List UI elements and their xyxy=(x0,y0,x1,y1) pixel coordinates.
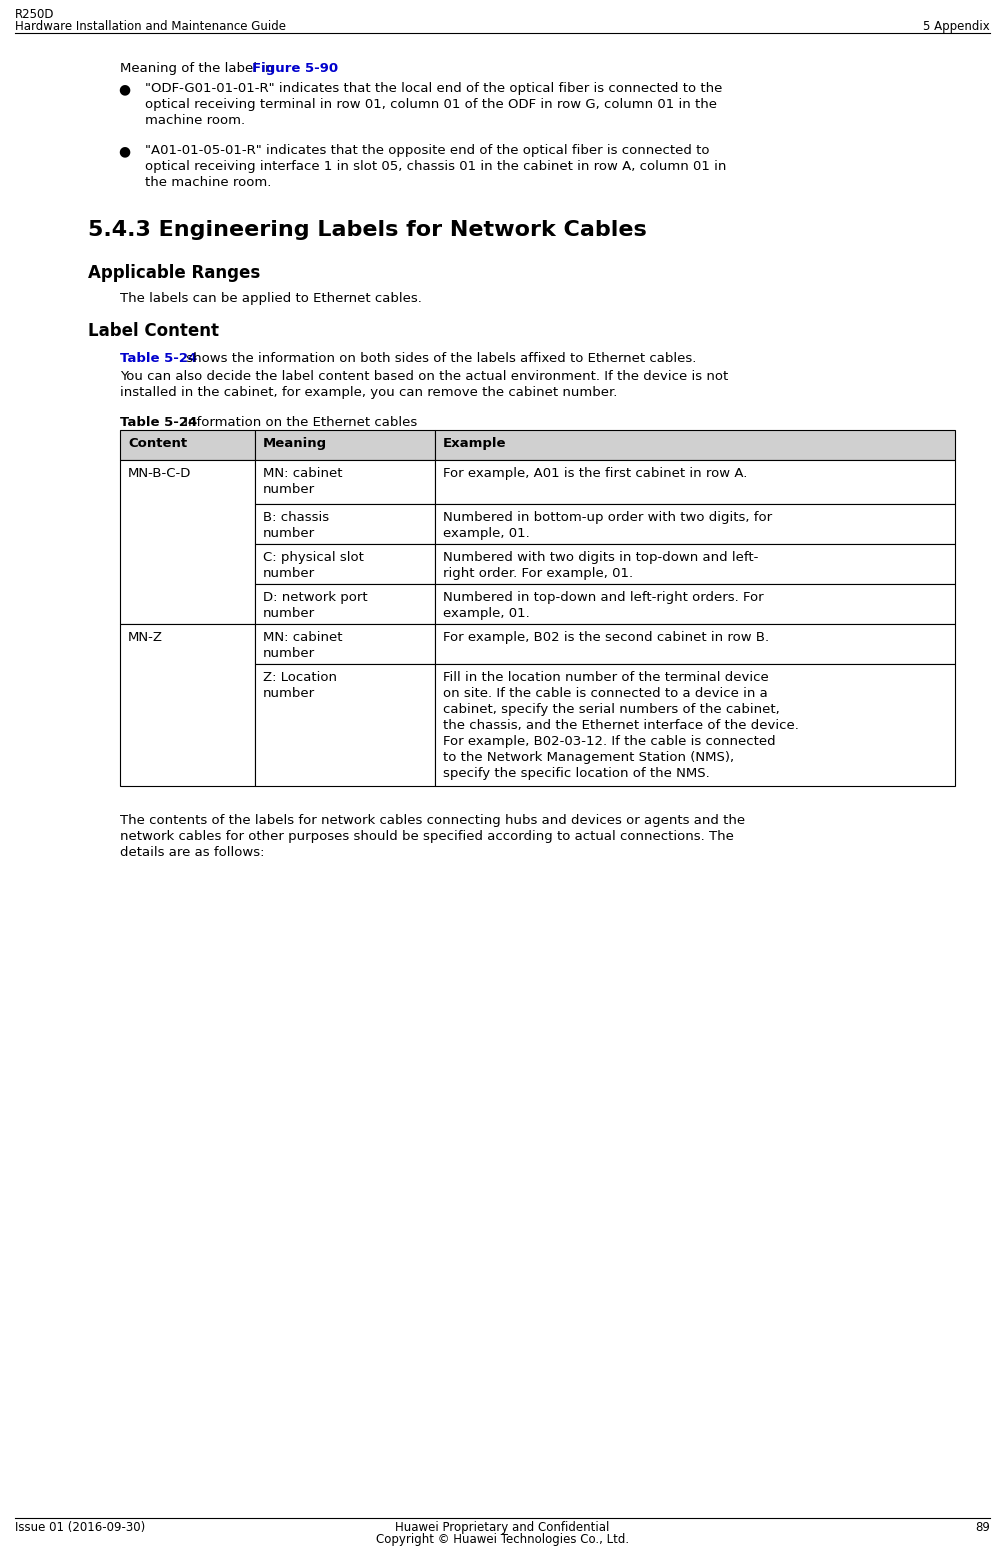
Text: example, 01.: example, 01. xyxy=(443,528,530,540)
Text: Applicable Ranges: Applicable Ranges xyxy=(88,265,260,282)
Text: Issue 01 (2016-09-30): Issue 01 (2016-09-30) xyxy=(15,1521,146,1535)
Text: D: network port: D: network port xyxy=(263,590,368,604)
Text: MN: cabinet: MN: cabinet xyxy=(263,631,343,644)
Text: R250D: R250D xyxy=(15,8,54,20)
Text: specify the specific location of the NMS.: specify the specific location of the NMS… xyxy=(443,767,710,780)
Text: B: chassis: B: chassis xyxy=(263,511,329,525)
Text: "A01-01-05-01-R" indicates that the opposite end of the optical fiber is connect: "A01-01-05-01-R" indicates that the oppo… xyxy=(145,144,710,157)
Text: Table 5-24: Table 5-24 xyxy=(120,417,197,429)
Text: the chassis, and the Ethernet interface of the device.: the chassis, and the Ethernet interface … xyxy=(443,719,799,731)
Text: optical receiving interface 1 in slot 05, chassis 01 in the cabinet in row A, co: optical receiving interface 1 in slot 05… xyxy=(145,160,727,172)
Bar xyxy=(435,543,955,584)
Text: ●: ● xyxy=(118,81,130,96)
Bar xyxy=(435,431,955,460)
Text: Numbered with two digits in top-down and left-: Numbered with two digits in top-down and… xyxy=(443,551,759,564)
Text: details are as follows:: details are as follows: xyxy=(120,846,264,860)
Text: MN-Z: MN-Z xyxy=(128,631,163,644)
Text: number: number xyxy=(263,647,316,659)
Text: 5 Appendix: 5 Appendix xyxy=(924,20,990,33)
Text: "ODF-G01-01-01-R" indicates that the local end of the optical fiber is connected: "ODF-G01-01-01-R" indicates that the loc… xyxy=(145,81,723,96)
Bar xyxy=(255,460,435,504)
Text: Meaning of the label in: Meaning of the label in xyxy=(120,63,277,75)
Text: Example: Example xyxy=(443,437,507,449)
Bar xyxy=(255,504,435,543)
Text: network cables for other purposes should be specified according to actual connec: network cables for other purposes should… xyxy=(120,830,734,843)
Text: The labels can be applied to Ethernet cables.: The labels can be applied to Ethernet ca… xyxy=(120,291,422,305)
Text: The contents of the labels for network cables connecting hubs and devices or age: The contents of the labels for network c… xyxy=(120,814,745,827)
Text: You can also decide the label content based on the actual environment. If the de: You can also decide the label content ba… xyxy=(120,370,729,384)
Text: Label Content: Label Content xyxy=(88,323,219,340)
Text: number: number xyxy=(263,687,316,700)
Text: Z: Location: Z: Location xyxy=(263,670,337,684)
Text: shows the information on both sides of the labels affixed to Ethernet cables.: shows the information on both sides of t… xyxy=(182,352,696,365)
Text: Huawei Proprietary and Confidential: Huawei Proprietary and Confidential xyxy=(395,1521,610,1535)
Text: machine room.: machine room. xyxy=(145,114,245,127)
Text: Meaning: Meaning xyxy=(263,437,327,449)
Text: on site. If the cable is connected to a device in a: on site. If the cable is connected to a … xyxy=(443,687,768,700)
Text: example, 01.: example, 01. xyxy=(443,608,530,620)
Text: installed in the cabinet, for example, you can remove the cabinet number.: installed in the cabinet, for example, y… xyxy=(120,385,617,399)
Text: Figure 5-90: Figure 5-90 xyxy=(252,63,338,75)
Bar xyxy=(255,431,435,460)
Bar xyxy=(435,623,955,664)
Text: number: number xyxy=(263,567,316,579)
Text: ●: ● xyxy=(118,144,130,158)
Bar xyxy=(255,664,435,786)
Text: Content: Content xyxy=(128,437,187,449)
Bar xyxy=(255,543,435,584)
Text: 5.4.3 Engineering Labels for Network Cables: 5.4.3 Engineering Labels for Network Cab… xyxy=(88,219,647,240)
Text: Hardware Installation and Maintenance Guide: Hardware Installation and Maintenance Gu… xyxy=(15,20,286,33)
Text: number: number xyxy=(263,482,316,496)
Bar xyxy=(435,460,955,504)
Text: Copyright © Huawei Technologies Co., Ltd.: Copyright © Huawei Technologies Co., Ltd… xyxy=(376,1533,629,1546)
Text: number: number xyxy=(263,528,316,540)
Text: 89: 89 xyxy=(975,1521,990,1535)
Bar xyxy=(120,431,255,460)
Text: optical receiving terminal in row 01, column 01 of the ODF in row G, column 01 i: optical receiving terminal in row 01, co… xyxy=(145,99,717,111)
Text: For example, B02-03-12. If the cable is connected: For example, B02-03-12. If the cable is … xyxy=(443,734,776,749)
Text: number: number xyxy=(263,608,316,620)
Bar xyxy=(435,584,955,623)
Text: MN: cabinet: MN: cabinet xyxy=(263,467,343,481)
Text: the machine room.: the machine room. xyxy=(145,175,271,189)
Bar xyxy=(435,504,955,543)
Bar xyxy=(120,623,255,786)
Text: Numbered in bottom-up order with two digits, for: Numbered in bottom-up order with two dig… xyxy=(443,511,772,525)
Bar xyxy=(255,584,435,623)
Text: Information on the Ethernet cables: Information on the Ethernet cables xyxy=(180,417,417,429)
Text: C: physical slot: C: physical slot xyxy=(263,551,364,564)
Text: right order. For example, 01.: right order. For example, 01. xyxy=(443,567,633,579)
Bar xyxy=(120,460,255,623)
Bar xyxy=(255,623,435,664)
Text: Fill in the location number of the terminal device: Fill in the location number of the termi… xyxy=(443,670,769,684)
Text: Numbered in top-down and left-right orders. For: Numbered in top-down and left-right orde… xyxy=(443,590,764,604)
Text: For example, A01 is the first cabinet in row A.: For example, A01 is the first cabinet in… xyxy=(443,467,748,481)
Bar xyxy=(435,664,955,786)
Text: cabinet, specify the serial numbers of the cabinet,: cabinet, specify the serial numbers of t… xyxy=(443,703,780,716)
Text: to the Network Management Station (NMS),: to the Network Management Station (NMS), xyxy=(443,752,734,764)
Text: Table 5-24: Table 5-24 xyxy=(120,352,197,365)
Text: MN-B-C-D: MN-B-C-D xyxy=(128,467,191,481)
Text: For example, B02 is the second cabinet in row B.: For example, B02 is the second cabinet i… xyxy=(443,631,769,644)
